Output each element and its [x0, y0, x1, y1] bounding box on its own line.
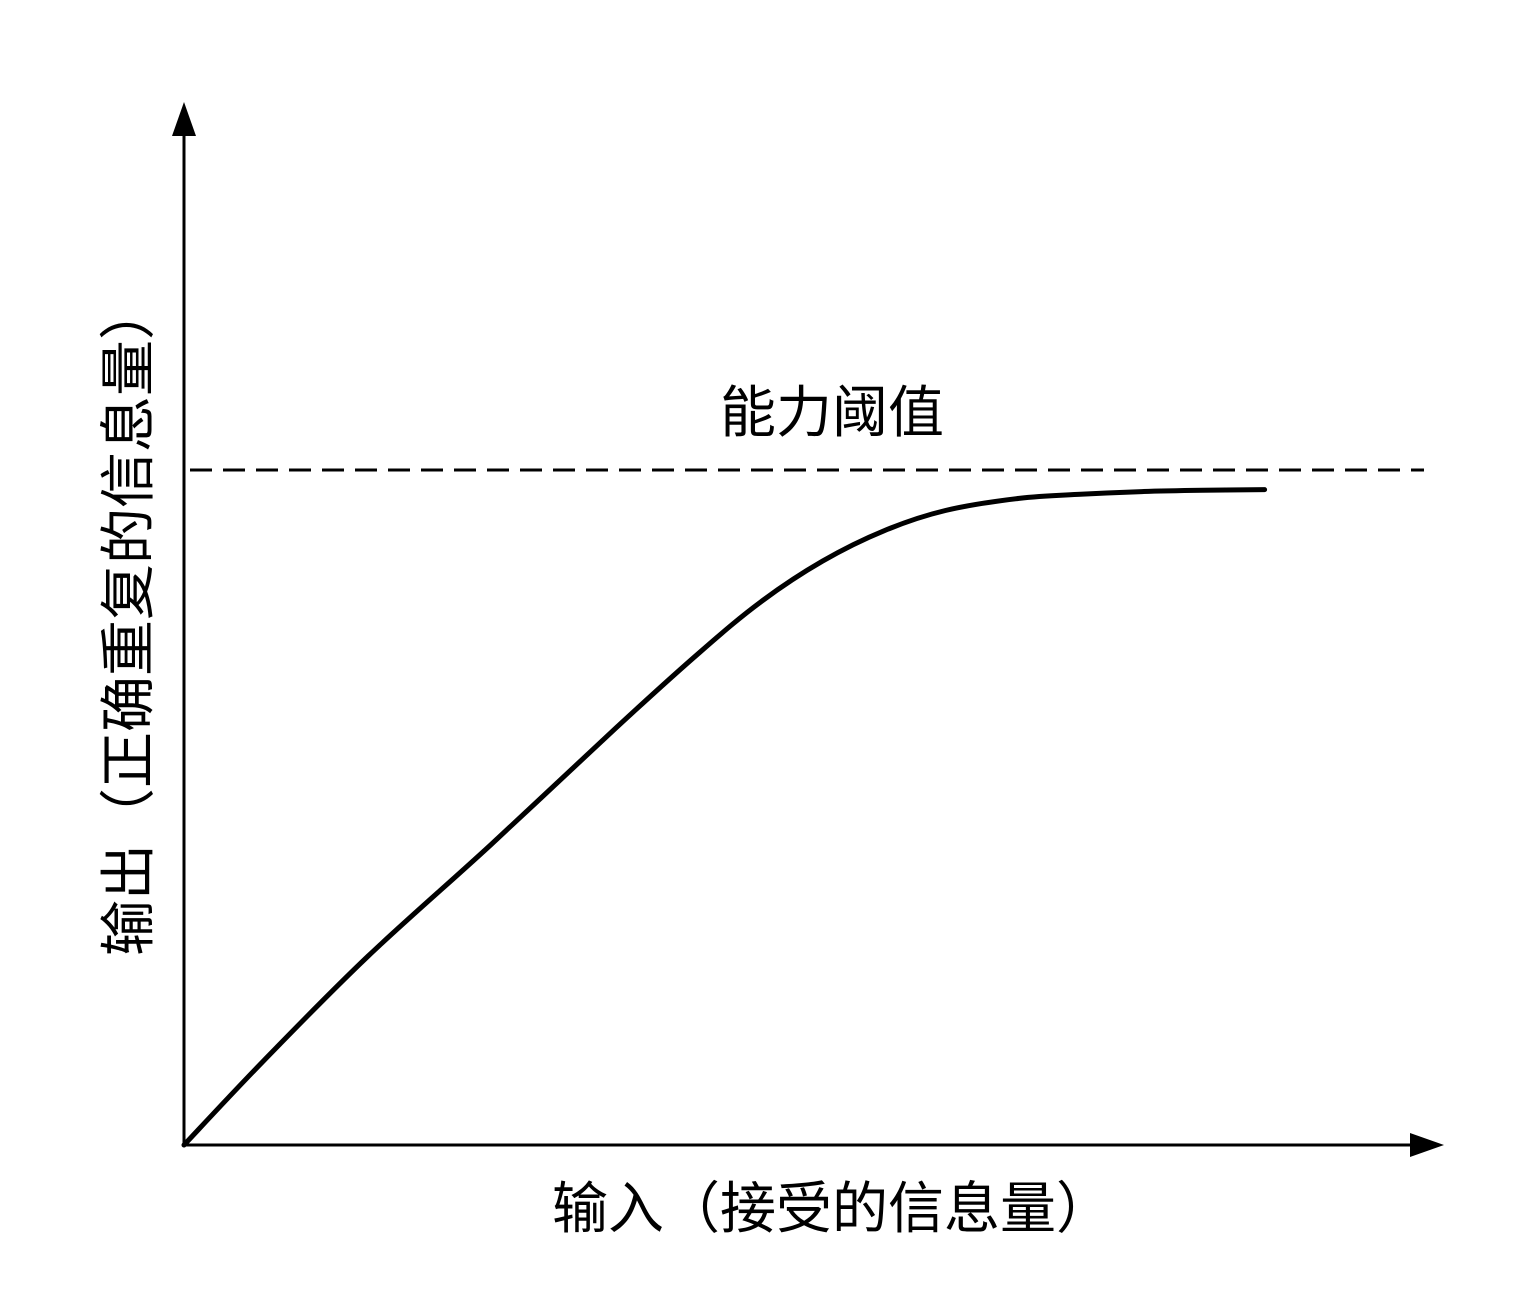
y-axis-label: 输出（正确重复的信息量）	[97, 284, 162, 956]
series-line	[181, 487, 1268, 1148]
y-axis-arrow	[172, 102, 196, 136]
x-axis-label: 输入（接受的信息量）	[552, 1177, 1112, 1242]
threshold-label: 能力阈值	[720, 381, 944, 446]
x-axis-arrow	[1410, 1133, 1444, 1157]
